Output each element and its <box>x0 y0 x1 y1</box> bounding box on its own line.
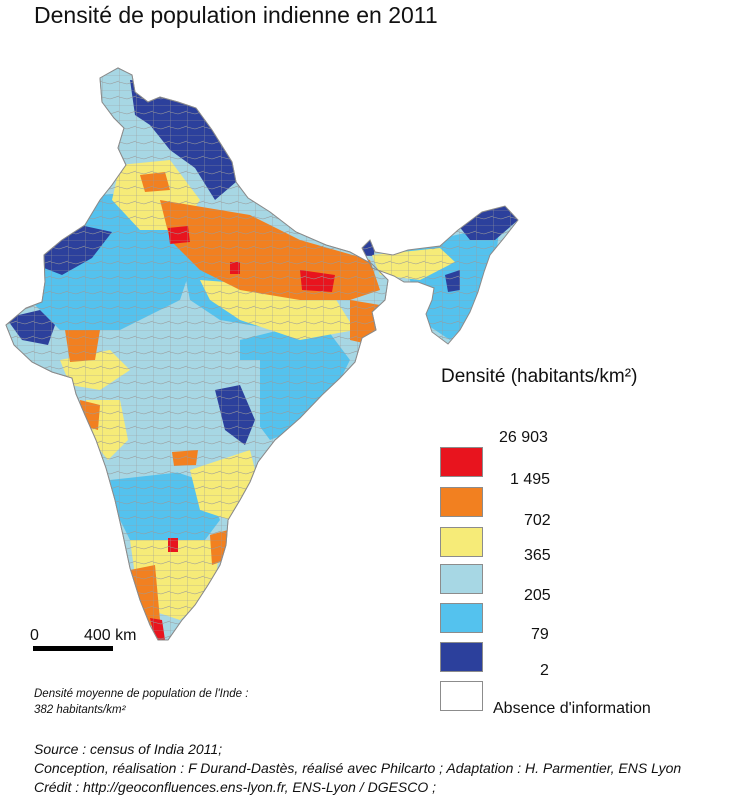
footer-credit: Crédit : http://geoconfluences.ens-lyon.… <box>34 779 437 795</box>
legend-swatch-class-5 <box>440 603 483 633</box>
legend-break-4: 365 <box>524 547 551 564</box>
legend-swatch-class-2 <box>440 487 483 517</box>
legend-swatch-class-3 <box>440 527 483 557</box>
scale-zero: 0 <box>30 627 39 644</box>
legend-break-3: 702 <box>524 512 551 529</box>
legend-swatch-nodata <box>440 681 483 711</box>
legend-title: Densité (habitants/km²) <box>441 366 638 387</box>
legend-break-7: 2 <box>540 662 549 679</box>
average-density-note-line1: Densité moyenne de population de l'Inde … <box>34 688 249 700</box>
scale-bar <box>33 646 113 651</box>
region-c1-kolkata <box>368 333 385 352</box>
legend-break-1: 26 903 <box>499 429 548 446</box>
legend-break-6: 79 <box>531 626 549 643</box>
footer-conception: Conception, réalisation : F Durand-Dastè… <box>34 760 682 776</box>
legend-swatch-class-6 <box>440 642 483 672</box>
scale-distance: 400 km <box>84 627 137 644</box>
northeast-border <box>361 205 519 345</box>
legend-nodata-label: Absence d'information <box>493 700 651 717</box>
india-border <box>5 67 389 641</box>
legend-swatch-class-1 <box>440 447 483 477</box>
legend-break-2: 1 495 <box>510 471 551 488</box>
footer-source: Source : census of India 2011; <box>34 741 223 757</box>
legend-swatch-class-4 <box>440 564 483 594</box>
legend-break-5: 205 <box>524 587 551 604</box>
map-title: Densité de population indienne en 2011 <box>34 2 438 28</box>
average-density-note-line2: 382 habitants/km² <box>34 704 126 716</box>
